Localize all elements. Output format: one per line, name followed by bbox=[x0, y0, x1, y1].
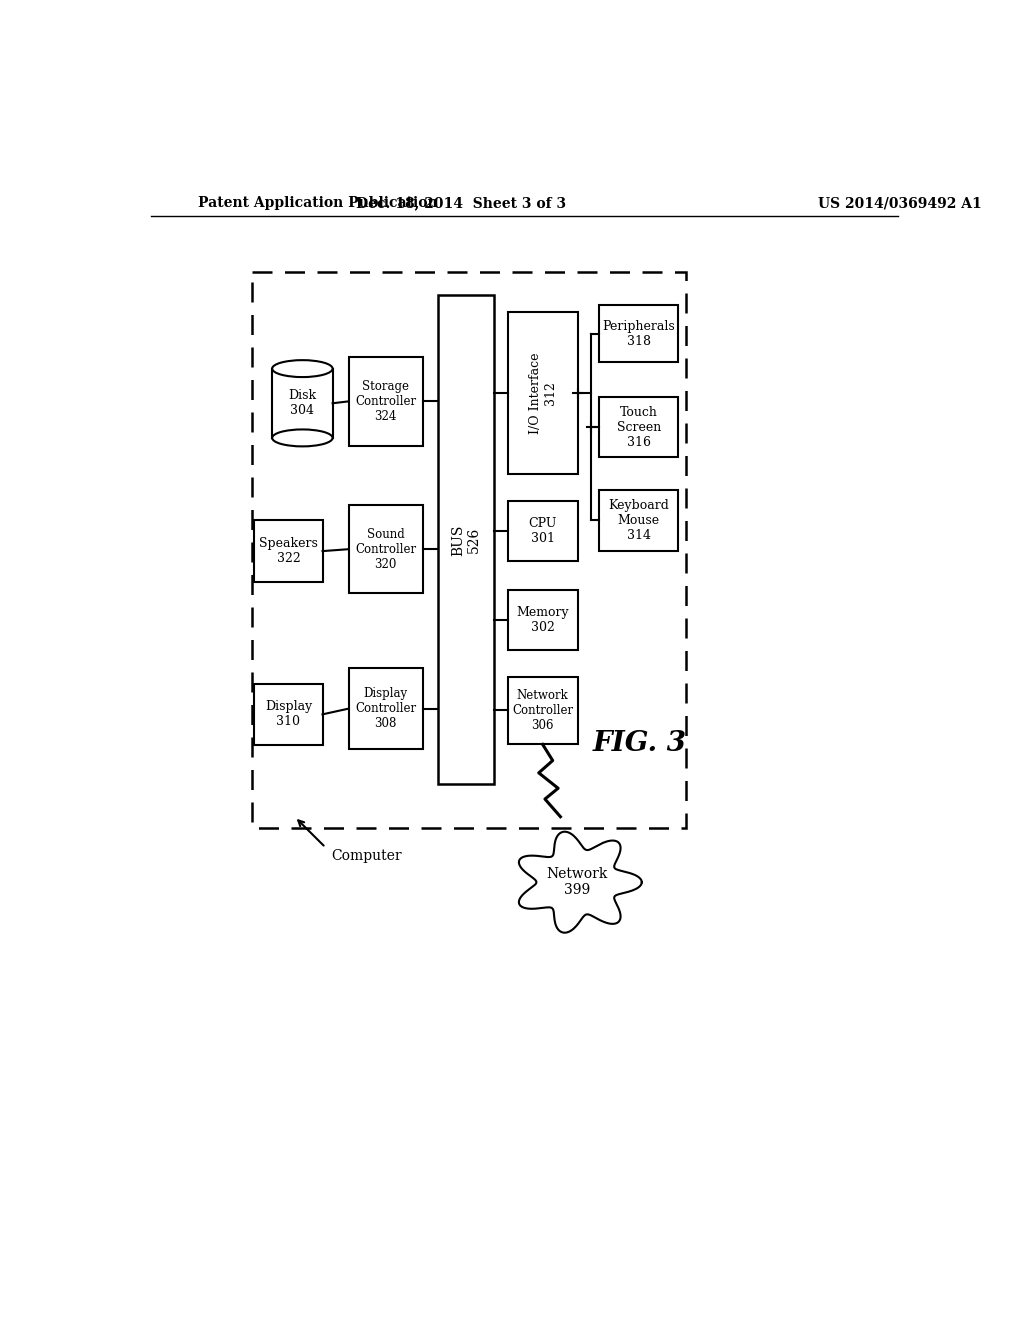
Text: Speakers
322: Speakers 322 bbox=[259, 537, 317, 565]
Text: Display
Controller
308: Display Controller 308 bbox=[355, 688, 416, 730]
Text: FIG. 3: FIG. 3 bbox=[593, 730, 686, 758]
Bar bbox=[349, 506, 423, 594]
Bar bbox=[508, 502, 578, 561]
Text: Dec. 18, 2014  Sheet 3 of 3: Dec. 18, 2014 Sheet 3 of 3 bbox=[356, 197, 566, 210]
Bar bbox=[599, 397, 678, 457]
Text: Touch
Screen
316: Touch Screen 316 bbox=[616, 405, 660, 449]
Ellipse shape bbox=[272, 360, 333, 378]
Text: Keyboard
Mouse
314: Keyboard Mouse 314 bbox=[608, 499, 669, 541]
Bar bbox=[254, 520, 323, 582]
Text: BUS
526: BUS 526 bbox=[451, 524, 481, 556]
Text: Sound
Controller
320: Sound Controller 320 bbox=[355, 528, 416, 570]
Bar bbox=[252, 272, 686, 829]
Text: CPU
301: CPU 301 bbox=[528, 517, 557, 545]
Text: I/O Interface
312: I/O Interface 312 bbox=[528, 352, 557, 434]
Bar bbox=[508, 677, 578, 744]
Polygon shape bbox=[519, 832, 642, 933]
Bar bbox=[254, 684, 323, 744]
Bar bbox=[272, 368, 333, 438]
Text: Network
399: Network 399 bbox=[547, 867, 608, 898]
Bar bbox=[508, 313, 578, 474]
Text: Storage
Controller
324: Storage Controller 324 bbox=[355, 380, 416, 422]
Bar bbox=[599, 305, 678, 363]
Text: Memory
302: Memory 302 bbox=[516, 606, 569, 634]
Bar bbox=[349, 358, 423, 446]
Bar bbox=[349, 668, 423, 748]
Text: Disk
304: Disk 304 bbox=[289, 389, 316, 417]
Bar bbox=[599, 490, 678, 552]
Text: Computer: Computer bbox=[331, 849, 401, 863]
Text: Display
310: Display 310 bbox=[265, 701, 312, 729]
Bar bbox=[438, 296, 494, 784]
Text: Peripherals
318: Peripherals 318 bbox=[602, 319, 675, 347]
Text: Network
Controller
306: Network Controller 306 bbox=[512, 689, 573, 733]
Bar bbox=[508, 590, 578, 649]
Text: Patent Application Publication: Patent Application Publication bbox=[198, 197, 437, 210]
Ellipse shape bbox=[272, 429, 333, 446]
Text: US 2014/0369492 A1: US 2014/0369492 A1 bbox=[818, 197, 981, 210]
